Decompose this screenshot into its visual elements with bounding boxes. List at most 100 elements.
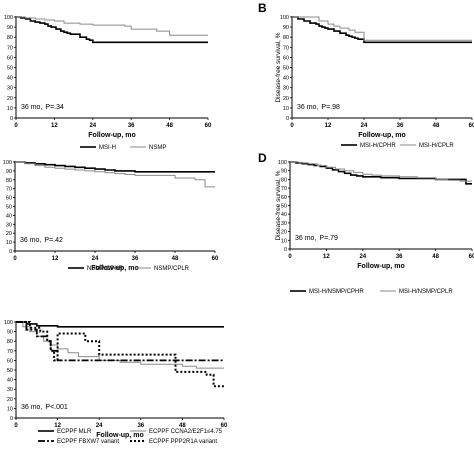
x-tick-label: 12 xyxy=(51,123,58,129)
x-tick-label: 36 xyxy=(397,123,404,129)
x-tick-label: 0 xyxy=(290,123,294,129)
x-tick-label: 0 xyxy=(13,256,17,262)
x-tick-label: 60 xyxy=(212,256,219,262)
y-tick-label: 10 xyxy=(283,106,289,112)
km-curve-gray xyxy=(16,321,224,369)
annotation-months: 36 mo, xyxy=(21,104,42,111)
y-tick-label: 40 xyxy=(7,76,13,82)
y-tick-label: 20 xyxy=(7,397,13,403)
y-tick-label: 80 xyxy=(7,35,13,41)
panel-letter: B xyxy=(258,1,267,15)
x-tick-label: 24 xyxy=(361,123,368,129)
km-curve-gray xyxy=(16,16,208,36)
x-axis-label: Follow-up, mo xyxy=(91,265,138,272)
legend-4: MSI-H/NSMP/CPHR MSI-H/NSMP/CPLR xyxy=(290,289,453,295)
x-tick-label: 12 xyxy=(323,254,330,260)
y-tick-label: 30 xyxy=(283,86,289,92)
x-tick-label: 36 xyxy=(128,123,135,129)
y-tick-label: 70 xyxy=(283,45,289,51)
km-curve-solid xyxy=(16,16,208,44)
y-tick-label: 90 xyxy=(281,169,287,175)
y-tick-label: 80 xyxy=(6,178,12,184)
legend-label: MSI-H/CPLR xyxy=(419,143,454,149)
km-curve-gray xyxy=(292,16,472,41)
legend-label: NSMP/CPHR xyxy=(87,266,124,272)
annotation-months: 36 mo, xyxy=(20,237,41,244)
km-panel-4: 0 10 20 30 40 50 60 70 80 90 100 0 12 24 36 48 60 Follow-… xyxy=(275,160,474,270)
x-tick-label: 24 xyxy=(92,256,99,262)
km-curve-gray xyxy=(290,161,472,182)
y-tick-label: 30 xyxy=(6,222,12,228)
legend-label: ECPPF FBXW7 variant xyxy=(57,439,119,445)
legend-label: MSI-H/NSMP/CPHR xyxy=(309,289,364,295)
x-tick-label: 12 xyxy=(54,423,61,429)
y-tick-label: 70 xyxy=(7,349,13,355)
panel-letter: D xyxy=(258,151,267,165)
annotation-p-value: P=.42 xyxy=(44,237,63,244)
p-value-annotation: 36 mo, P=.34 xyxy=(21,104,64,111)
x-tick-label: 36 xyxy=(132,256,139,262)
x-tick-label: 48 xyxy=(166,123,173,129)
y-tick-label: 0 xyxy=(10,416,13,422)
y-tick-label: 70 xyxy=(6,187,12,193)
x-tick-label: 48 xyxy=(179,423,186,429)
y-tick-label: 100 xyxy=(278,160,287,166)
x-tick-label: 48 xyxy=(432,254,439,260)
y-tick-label: 100 xyxy=(3,160,12,166)
x-tick-label: 36 xyxy=(137,423,144,429)
x-tick-label: 0 xyxy=(14,423,18,429)
p-value-annotation: 36 mo, P=.98 xyxy=(297,104,340,111)
legend-3: NSMP/CPHR NSMP/CPLR xyxy=(68,266,190,272)
y-tick-label: 30 xyxy=(7,387,13,393)
y-tick-label: 90 xyxy=(283,25,289,31)
y-tick-label: 20 xyxy=(283,96,289,102)
legend-label: MSI-H/CPHR xyxy=(360,143,396,149)
annotation-p-value: P<.001 xyxy=(45,404,67,411)
y-tick-label: 90 xyxy=(6,169,12,175)
km-panel-1: 0 10 20 30 40 50 60 70 80 90 100 0 12 24 36 48 60 Follow-… xyxy=(4,15,212,139)
x-tick-label: 60 xyxy=(469,254,474,260)
annotation-months: 36 mo, xyxy=(297,104,318,111)
legend-2: MSI-H/CPHR MSI-H/CPLR xyxy=(341,143,454,149)
y-tick-label: 100 xyxy=(4,320,13,326)
y-tick-label: 30 xyxy=(7,86,13,92)
km-curve-solid xyxy=(290,161,472,185)
annotation-p-value: P=.79 xyxy=(319,235,338,242)
y-tick-label: 90 xyxy=(7,25,13,31)
y-tick-label: 70 xyxy=(7,45,13,51)
y-tick-label: 80 xyxy=(283,35,289,41)
p-value-annotation: 36 mo, P=.42 xyxy=(20,237,63,244)
x-tick-label: 12 xyxy=(52,256,59,262)
x-tick-label: 48 xyxy=(433,123,440,129)
x-axis-label: Follow-up, mo xyxy=(357,263,404,270)
y-tick-label: 10 xyxy=(7,106,13,112)
legend-label: MSI-H xyxy=(99,145,116,151)
annotation-p-value: P=.34 xyxy=(45,104,64,111)
x-axis-label: Follow-up, mo xyxy=(358,132,405,139)
x-tick-label: 48 xyxy=(172,256,179,262)
x-tick-label: 36 xyxy=(396,254,403,260)
y-tick-label: 50 xyxy=(281,204,287,210)
y-tick-label: 60 xyxy=(6,196,12,202)
legend-label: ECPPF CCNA2/E2F1≤4.75 xyxy=(149,429,223,435)
annotation-months: 36 mo, xyxy=(21,404,42,411)
y-tick-label: 0 xyxy=(10,116,13,122)
x-tick-label: 24 xyxy=(359,254,366,260)
y-tick-label: 0 xyxy=(284,247,287,253)
y-axis-label: Disease-free survival, % xyxy=(275,32,282,102)
y-tick-label: 80 xyxy=(281,177,287,183)
y-tick-label: 20 xyxy=(7,96,13,102)
y-tick-label: 100 xyxy=(4,15,13,21)
km-panel-2: 0 10 20 30 40 50 60 70 80 90 100 0 12 24 36 48 60 Follow-… xyxy=(275,15,474,139)
legend-label: NSMP xyxy=(149,145,166,151)
x-tick-label: 60 xyxy=(221,423,228,429)
x-tick-label: 60 xyxy=(469,123,474,129)
km-curve-solid xyxy=(292,16,472,44)
p-value-annotation: 36 mo, P=.79 xyxy=(295,235,338,242)
y-tick-label: 60 xyxy=(281,195,287,201)
km-panel-3: 0 10 20 30 40 50 60 70 80 90 100 0 12 24 36 48 60 Follow-… xyxy=(3,160,219,272)
y-tick-label: 10 xyxy=(7,406,13,412)
y-tick-label: 60 xyxy=(7,55,13,61)
x-tick-label: 12 xyxy=(325,123,332,129)
y-tick-label: 20 xyxy=(6,231,12,237)
